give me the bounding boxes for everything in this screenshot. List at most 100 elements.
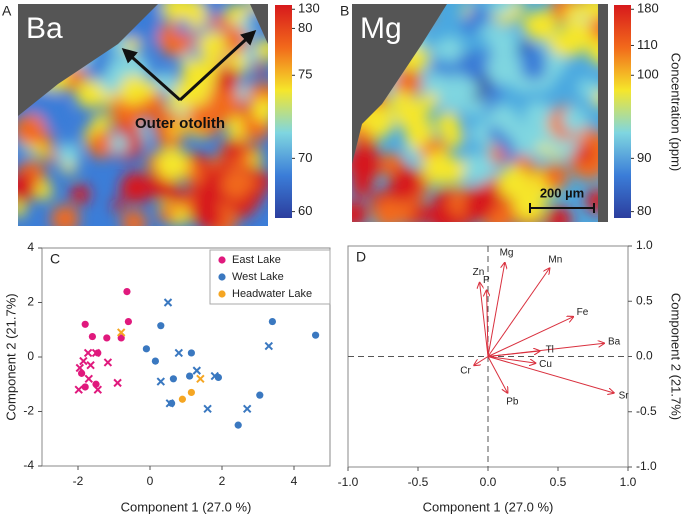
legend-frame	[209, 249, 331, 305]
heat-blob	[373, 198, 405, 222]
heat-blob	[523, 100, 553, 130]
colorbar-tick-label: 75	[298, 67, 312, 82]
point-cross	[156, 377, 166, 386]
point-cross	[264, 341, 274, 351]
x-tick-label: -1.0	[338, 475, 359, 489]
heat-blob	[187, 103, 217, 133]
heat-blob	[225, 4, 246, 24]
heat-blob	[174, 18, 192, 35]
scale-bar-label: 200 µm	[540, 185, 584, 200]
vector-label: Ba	[608, 337, 621, 348]
heat-blob	[352, 200, 368, 222]
point	[92, 380, 100, 388]
y-tick-label: -1.0	[636, 459, 657, 473]
point	[151, 357, 159, 365]
loading-vector	[487, 317, 573, 357]
heat-blob	[190, 198, 218, 226]
heat-blob	[243, 187, 263, 207]
heat-blob	[221, 171, 248, 198]
loading-vector	[487, 356, 508, 393]
heat-blob	[255, 38, 268, 61]
heat-blob	[134, 24, 149, 39]
heat-blob	[537, 143, 550, 156]
background-region	[352, 4, 447, 164]
y-tick-label: -4	[23, 458, 34, 472]
heat-blob	[561, 106, 588, 133]
colorbar-tick-label: 80	[637, 203, 651, 218]
loading-vector	[480, 282, 489, 357]
heat-blob	[352, 145, 383, 182]
panel-title: Mg	[360, 12, 402, 45]
heat-blob	[157, 208, 170, 222]
colorbar-label: Concentration (ppm)	[669, 53, 684, 172]
legend-label: West Lake	[232, 271, 284, 283]
point	[124, 317, 132, 326]
point-cross	[192, 366, 202, 375]
arrow	[178, 29, 257, 102]
loading-vector	[474, 356, 489, 366]
legend-marker	[218, 256, 226, 264]
point-cross	[93, 385, 103, 394]
point-cross	[174, 348, 184, 358]
heat-blob	[583, 126, 596, 139]
y-axis-title: Component 2 (21.7%)	[669, 293, 684, 420]
point	[169, 375, 177, 383]
loading-vector	[487, 290, 488, 357]
heat-blob	[107, 73, 123, 89]
x-tick-label: 0	[147, 474, 154, 488]
point-cross	[210, 371, 220, 381]
heat-blob	[253, 62, 267, 75]
point-cross	[116, 328, 126, 337]
heat-blob	[33, 180, 53, 201]
heat-blob	[57, 142, 81, 166]
point-cross	[74, 385, 83, 394]
heat-blob	[459, 60, 480, 80]
heat-blob	[184, 166, 203, 185]
heat-blob	[18, 199, 27, 217]
point	[186, 372, 194, 380]
heat-blob	[121, 210, 147, 226]
legend-marker	[218, 290, 226, 298]
heat-blob	[119, 175, 148, 203]
heat-blob	[39, 133, 54, 148]
point	[168, 399, 176, 407]
heat-blob	[422, 150, 457, 185]
point-cross	[84, 374, 94, 384]
y-tick-label: 1.0	[636, 238, 653, 252]
point	[142, 345, 150, 353]
heat-blob	[486, 50, 522, 86]
point	[103, 334, 111, 342]
heat-blob	[422, 72, 447, 97]
x-tick-label: 1.0	[620, 475, 637, 489]
charts: Ba A 130 80 75 70 60 Outer otolith Mg B 180 110 100 9…	[2, 1, 684, 515]
heat-blob	[518, 48, 550, 81]
colorbar-tick-label: 60	[298, 203, 312, 218]
point	[123, 288, 131, 296]
heat-blob	[560, 18, 594, 52]
loading-vector	[487, 351, 540, 357]
heat-blob	[87, 131, 116, 159]
legend-label: East Lake	[232, 254, 281, 266]
colorbar-tick-label: 110	[637, 37, 658, 52]
background-region	[250, 4, 268, 44]
heat-blob	[491, 4, 515, 16]
vector-label: P	[483, 275, 490, 286]
point-cross	[163, 298, 173, 307]
point-cross	[203, 404, 212, 413]
heat-blob	[18, 171, 37, 203]
point-cross	[75, 363, 85, 373]
vector-label: Sr	[619, 390, 630, 401]
point-cross	[113, 378, 122, 388]
background-region	[18, 4, 158, 116]
x-axis-title: Component 1 (27.0 %)	[423, 499, 554, 514]
vector-label: Cr	[460, 365, 471, 376]
x-tick-label: 0.5	[550, 475, 567, 489]
point	[187, 349, 195, 357]
heat-blob	[488, 27, 518, 58]
heat-blob	[112, 199, 125, 212]
annotation: Outer otolith	[135, 115, 225, 132]
y-tick-label: 4	[27, 240, 34, 254]
point	[187, 388, 195, 397]
colorbar-tick-label: 80	[298, 20, 312, 35]
heat-blob	[197, 30, 227, 60]
